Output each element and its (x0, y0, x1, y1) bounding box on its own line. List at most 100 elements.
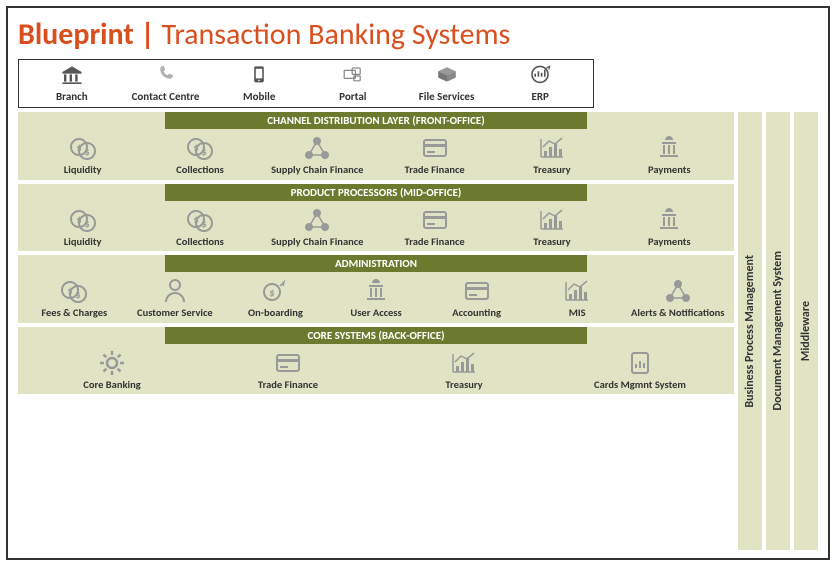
person-icon (160, 276, 190, 306)
sidebar-business-process-management: Business Process Management (738, 112, 762, 550)
layer-header: CHANNEL DISTRIBUTION LAYER (FRONT-OFFICE… (165, 112, 587, 129)
channel-portal: Portal (306, 64, 400, 103)
item-label: Core Banking (83, 379, 140, 391)
coins-icon (59, 276, 89, 306)
layer-header: CORE SYSTEMS (BACK-OFFICE) (165, 327, 587, 344)
item-label: Customer Service (137, 307, 213, 319)
portal-icon (341, 64, 365, 88)
layer-0: CHANNEL DISTRIBUTION LAYER (FRONT-OFFICE… (18, 112, 734, 180)
coins-icon (185, 205, 215, 235)
layer-3: CORE SYSTEMS (BACK-OFFICE) Core Banking Tr… (18, 327, 734, 395)
bank-icon (60, 64, 84, 88)
capitol-icon (361, 276, 391, 306)
item-label: Collections (176, 236, 224, 248)
sidebars: Business Process Management Document Mana… (738, 112, 818, 550)
item-user-access: User Access (326, 276, 427, 319)
item-label: Trade Finance (405, 164, 465, 176)
item-label: Trade Finance (258, 379, 318, 391)
channel-label: Contact Centre (132, 90, 200, 103)
diagram-frame: Blueprint | Transaction Banking Systems … (6, 6, 830, 560)
item-label: User Access (350, 307, 401, 319)
channel-file-services: File Services (400, 64, 494, 103)
sidebar-label: Middleware (799, 301, 813, 361)
item-collections: Collections (145, 205, 255, 248)
mobile-icon (247, 64, 271, 88)
channel-erp: ERP (493, 64, 587, 103)
erp-icon (528, 64, 552, 88)
item-core-banking: Core Banking (57, 348, 167, 391)
card-icon (420, 205, 450, 235)
item-liquidity: Liquidity (28, 133, 138, 176)
item-customer-service: Customer Service (125, 276, 226, 319)
item-label: On-boarding (248, 307, 303, 319)
coins-icon (68, 205, 98, 235)
item-alerts-notifications: Alerts & Notifications (627, 276, 728, 319)
item-supply-chain-finance: Supply Chain Finance (262, 205, 372, 248)
item-label: Liquidity (64, 164, 102, 176)
sidebar-middleware: Middleware (794, 112, 818, 550)
channel-label: Branch (56, 90, 88, 103)
layer-items: Liquidity Collections Supply Chain Finance… (24, 133, 728, 176)
item-fees-charges: Fees & Charges (24, 276, 125, 319)
item-label: Trade Finance (405, 236, 465, 248)
item-label: Alerts & Notifications (631, 307, 725, 319)
item-on-boarding: On-boarding (225, 276, 326, 319)
chart-icon (562, 276, 592, 306)
network-icon (302, 205, 332, 235)
item-trade-finance: Trade Finance (380, 133, 490, 176)
layer-items: Fees & Charges Customer Service On-boardin… (24, 276, 728, 319)
sidebar-label: Business Process Management (743, 255, 757, 408)
item-label: Supply Chain Finance (271, 164, 363, 176)
item-treasury: Treasury (497, 133, 607, 176)
layer-header: ADMINISTRATION (165, 255, 587, 272)
coin-single-icon (260, 276, 290, 306)
item-label: Cards Mgmnt System (594, 379, 686, 391)
channel-label: File Services (419, 90, 475, 103)
channel-branch: Branch (25, 64, 119, 103)
coins-icon (68, 133, 98, 163)
channel-mobile: Mobile (212, 64, 306, 103)
item-label: Liquidity (64, 236, 102, 248)
item-liquidity: Liquidity (28, 205, 138, 248)
box-icon (435, 64, 459, 88)
layer-1: PRODUCT PROCESSORS (MID-OFFICE) Liquidity… (18, 184, 734, 252)
item-payments: Payments (614, 133, 724, 176)
item-accounting: Accounting (426, 276, 527, 319)
item-trade-finance: Trade Finance (233, 348, 343, 391)
capitol-icon (654, 205, 684, 235)
item-mis: MIS (527, 276, 628, 319)
channel-label: Portal (339, 90, 366, 103)
item-label: MIS (569, 307, 586, 319)
network-icon (302, 133, 332, 163)
item-label: Collections (176, 164, 224, 176)
item-collections: Collections (145, 133, 255, 176)
card-icon (420, 133, 450, 163)
layer-header: PRODUCT PROCESSORS (MID-OFFICE) (165, 184, 587, 201)
item-treasury: Treasury (497, 205, 607, 248)
card-icon (462, 276, 492, 306)
device-icon (625, 348, 655, 378)
item-cards-mgmnt-system: Cards Mgmnt System (585, 348, 695, 391)
title-prefix: Blueprint | (18, 16, 155, 53)
item-treasury: Treasury (409, 348, 519, 391)
layer-items: Core Banking Trade Finance Treasury Cards M… (24, 348, 728, 391)
item-label: Treasury (445, 379, 482, 391)
chart-icon (449, 348, 479, 378)
item-trade-finance: Trade Finance (380, 205, 490, 248)
item-label: Fees & Charges (41, 307, 107, 319)
sidebar-document-management-system: Document Management System (766, 112, 790, 550)
gear-icon (97, 348, 127, 378)
coins-icon (185, 133, 215, 163)
main-row: CHANNEL DISTRIBUTION LAYER (FRONT-OFFICE… (18, 112, 818, 550)
page-title: Blueprint | Transaction Banking Systems (18, 16, 818, 53)
capitol-icon (654, 133, 684, 163)
layer-items: Liquidity Collections Supply Chain Finance… (24, 205, 728, 248)
chart-icon (537, 205, 567, 235)
phone-icon (154, 64, 178, 88)
channel-label: Mobile (243, 90, 275, 103)
item-label: Treasury (533, 164, 570, 176)
item-label: Accounting (452, 307, 501, 319)
network-icon (663, 276, 693, 306)
title-main: Transaction Banking Systems (155, 16, 511, 53)
item-label: Supply Chain Finance (271, 236, 363, 248)
